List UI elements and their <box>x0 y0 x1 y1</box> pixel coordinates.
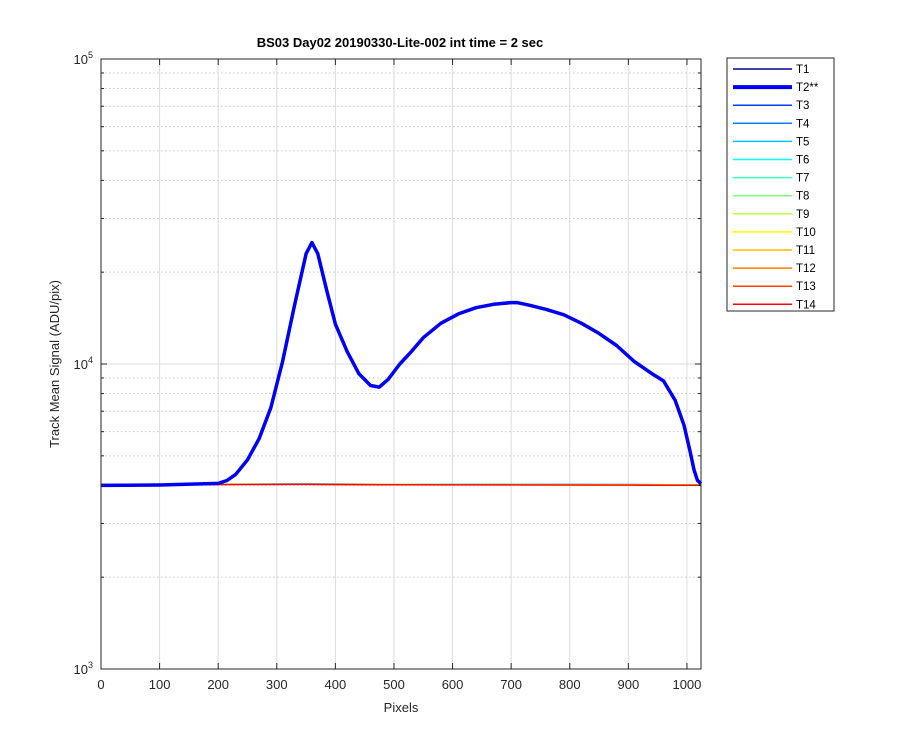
y-axis-label: Track Mean Signal (ADU/pix) <box>47 280 62 448</box>
axis-ticks: 0 100 200 300 400 500 600 700 800 900 1000 103 104 10… <box>74 50 702 692</box>
x-tick-label: 1000 <box>672 677 701 692</box>
x-tick-label: 800 <box>559 677 581 692</box>
legend-entry: T1 <box>796 64 809 76</box>
y-tick-label: 103 <box>74 660 93 677</box>
x-tick-label: 400 <box>325 677 347 692</box>
legend-entry: T14 <box>796 299 816 311</box>
x-tick-label: 300 <box>266 677 288 692</box>
series-line-t2 <box>100 240 703 488</box>
legend-entry: T12 <box>796 263 816 275</box>
y-tick-label: 104 <box>74 355 93 372</box>
x-tick-label: 700 <box>500 677 522 692</box>
legend-entry: T2** <box>796 82 819 94</box>
x-tick-label: 900 <box>617 677 639 692</box>
legend: T1 T2** T3 T4 T5 T6 T7 T8 T9 T10 T11 T12 T13 T14 <box>726 57 835 312</box>
x-tick-label: 500 <box>383 677 405 692</box>
legend-entry: T13 <box>796 281 816 293</box>
x-tick-label: 200 <box>207 677 229 692</box>
legend-entry: T5 <box>796 136 809 148</box>
x-tick-label: 600 <box>442 677 464 692</box>
legend-box <box>726 57 835 312</box>
x-tick-label: 0 <box>97 677 104 692</box>
y-tick-label: 105 <box>74 50 93 67</box>
legend-entry: T7 <box>796 173 809 185</box>
legend-entry: T8 <box>796 191 809 203</box>
series-layer <box>100 240 703 488</box>
legend-entry: T4 <box>796 118 810 130</box>
legend-entry: T11 <box>796 245 815 257</box>
legend-entry: T3 <box>796 100 809 112</box>
x-tick-label: 100 <box>149 677 171 692</box>
legend-entry: T9 <box>796 209 809 221</box>
legend-entry: T6 <box>796 155 809 167</box>
x-axis-label: Pixels <box>384 700 419 715</box>
chart-title: BS03 Day02 20190330-Lite-002 int time = … <box>257 35 544 50</box>
legend-entry: T10 <box>796 227 816 239</box>
